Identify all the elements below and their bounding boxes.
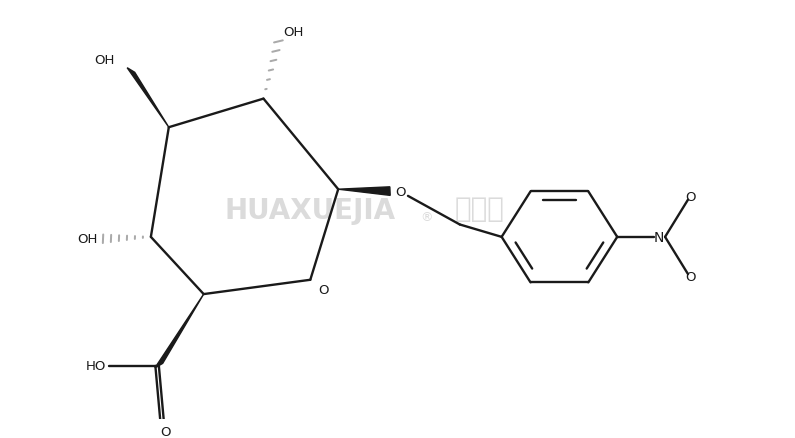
Text: 化学加: 化学加	[455, 195, 505, 223]
Polygon shape	[338, 187, 390, 196]
Text: O: O	[395, 185, 405, 198]
Text: HUAXUEJIA: HUAXUEJIA	[225, 197, 396, 225]
Text: OH: OH	[95, 54, 115, 67]
Text: O: O	[161, 425, 171, 438]
Text: O: O	[686, 271, 696, 284]
Text: N: N	[654, 230, 665, 244]
Text: OH: OH	[78, 233, 98, 246]
Text: ®: ®	[420, 211, 432, 224]
Text: HO: HO	[86, 359, 106, 372]
Text: OH: OH	[283, 25, 304, 39]
Polygon shape	[127, 68, 169, 128]
Polygon shape	[155, 294, 204, 368]
Text: O: O	[686, 191, 696, 204]
Text: O: O	[318, 283, 329, 296]
